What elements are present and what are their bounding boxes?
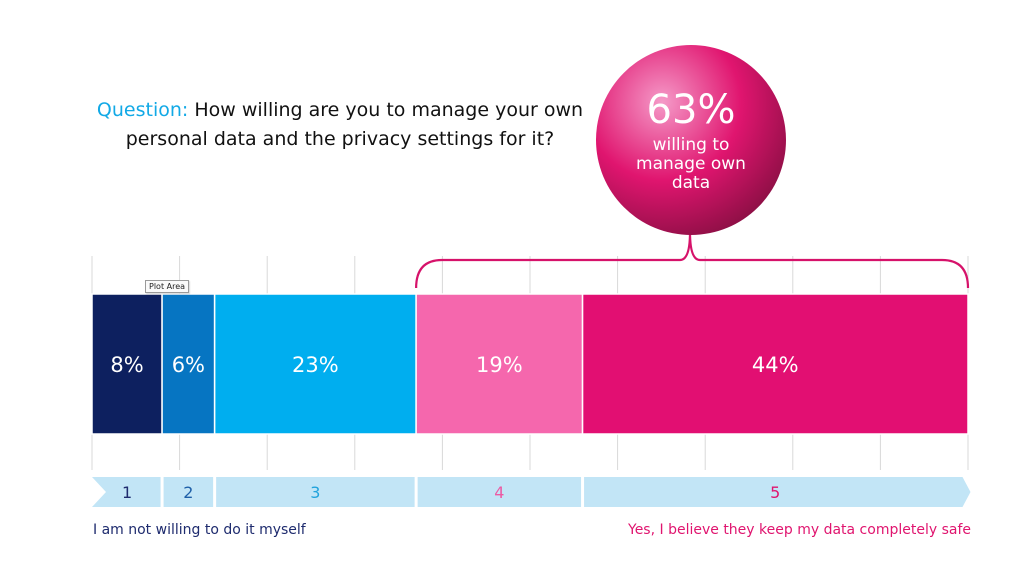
scale-label-5: 5 [770,483,780,502]
scale-segment-1 [92,477,161,507]
question-label: Question: [96,99,189,121]
question-text: Question: How willing are you to manage … [80,96,600,154]
scale-label-right: Yes, I believe they keep my data complet… [628,522,971,538]
scale-label-4: 4 [494,483,504,502]
data-label-4: 19% [476,353,523,377]
scale-label-3: 3 [310,483,320,502]
data-label-2: 6% [172,353,205,377]
data-label-1: 8% [110,353,143,377]
scale-label-left: I am not willing to do it myself [93,522,306,538]
bar-segment-2 [161,293,216,435]
scale-segment-2 [163,477,214,507]
scale-band: 1 2 3 4 5 [92,477,971,507]
scale-label-1: 1 [122,483,132,502]
scale-label-2: 2 [183,483,193,502]
bar-segment-5 [581,293,969,435]
scale-segment-4 [417,477,582,507]
question-body: How willing are you to manage your own p… [125,99,584,150]
data-label-3: 23% [292,353,339,377]
plot-area-tooltip: Plot Area [145,280,190,293]
bracket [415,231,970,289]
bars: 8% 6% 23% 19% 44% [91,293,969,435]
scale-segment-3 [216,477,415,507]
summary-bubble [596,45,786,235]
scale-segment-5 [584,477,971,507]
bar-segment-4 [415,293,584,435]
data-label-5: 44% [752,353,799,377]
bar-segment-1 [91,293,163,435]
bar-segment-3 [213,293,417,435]
